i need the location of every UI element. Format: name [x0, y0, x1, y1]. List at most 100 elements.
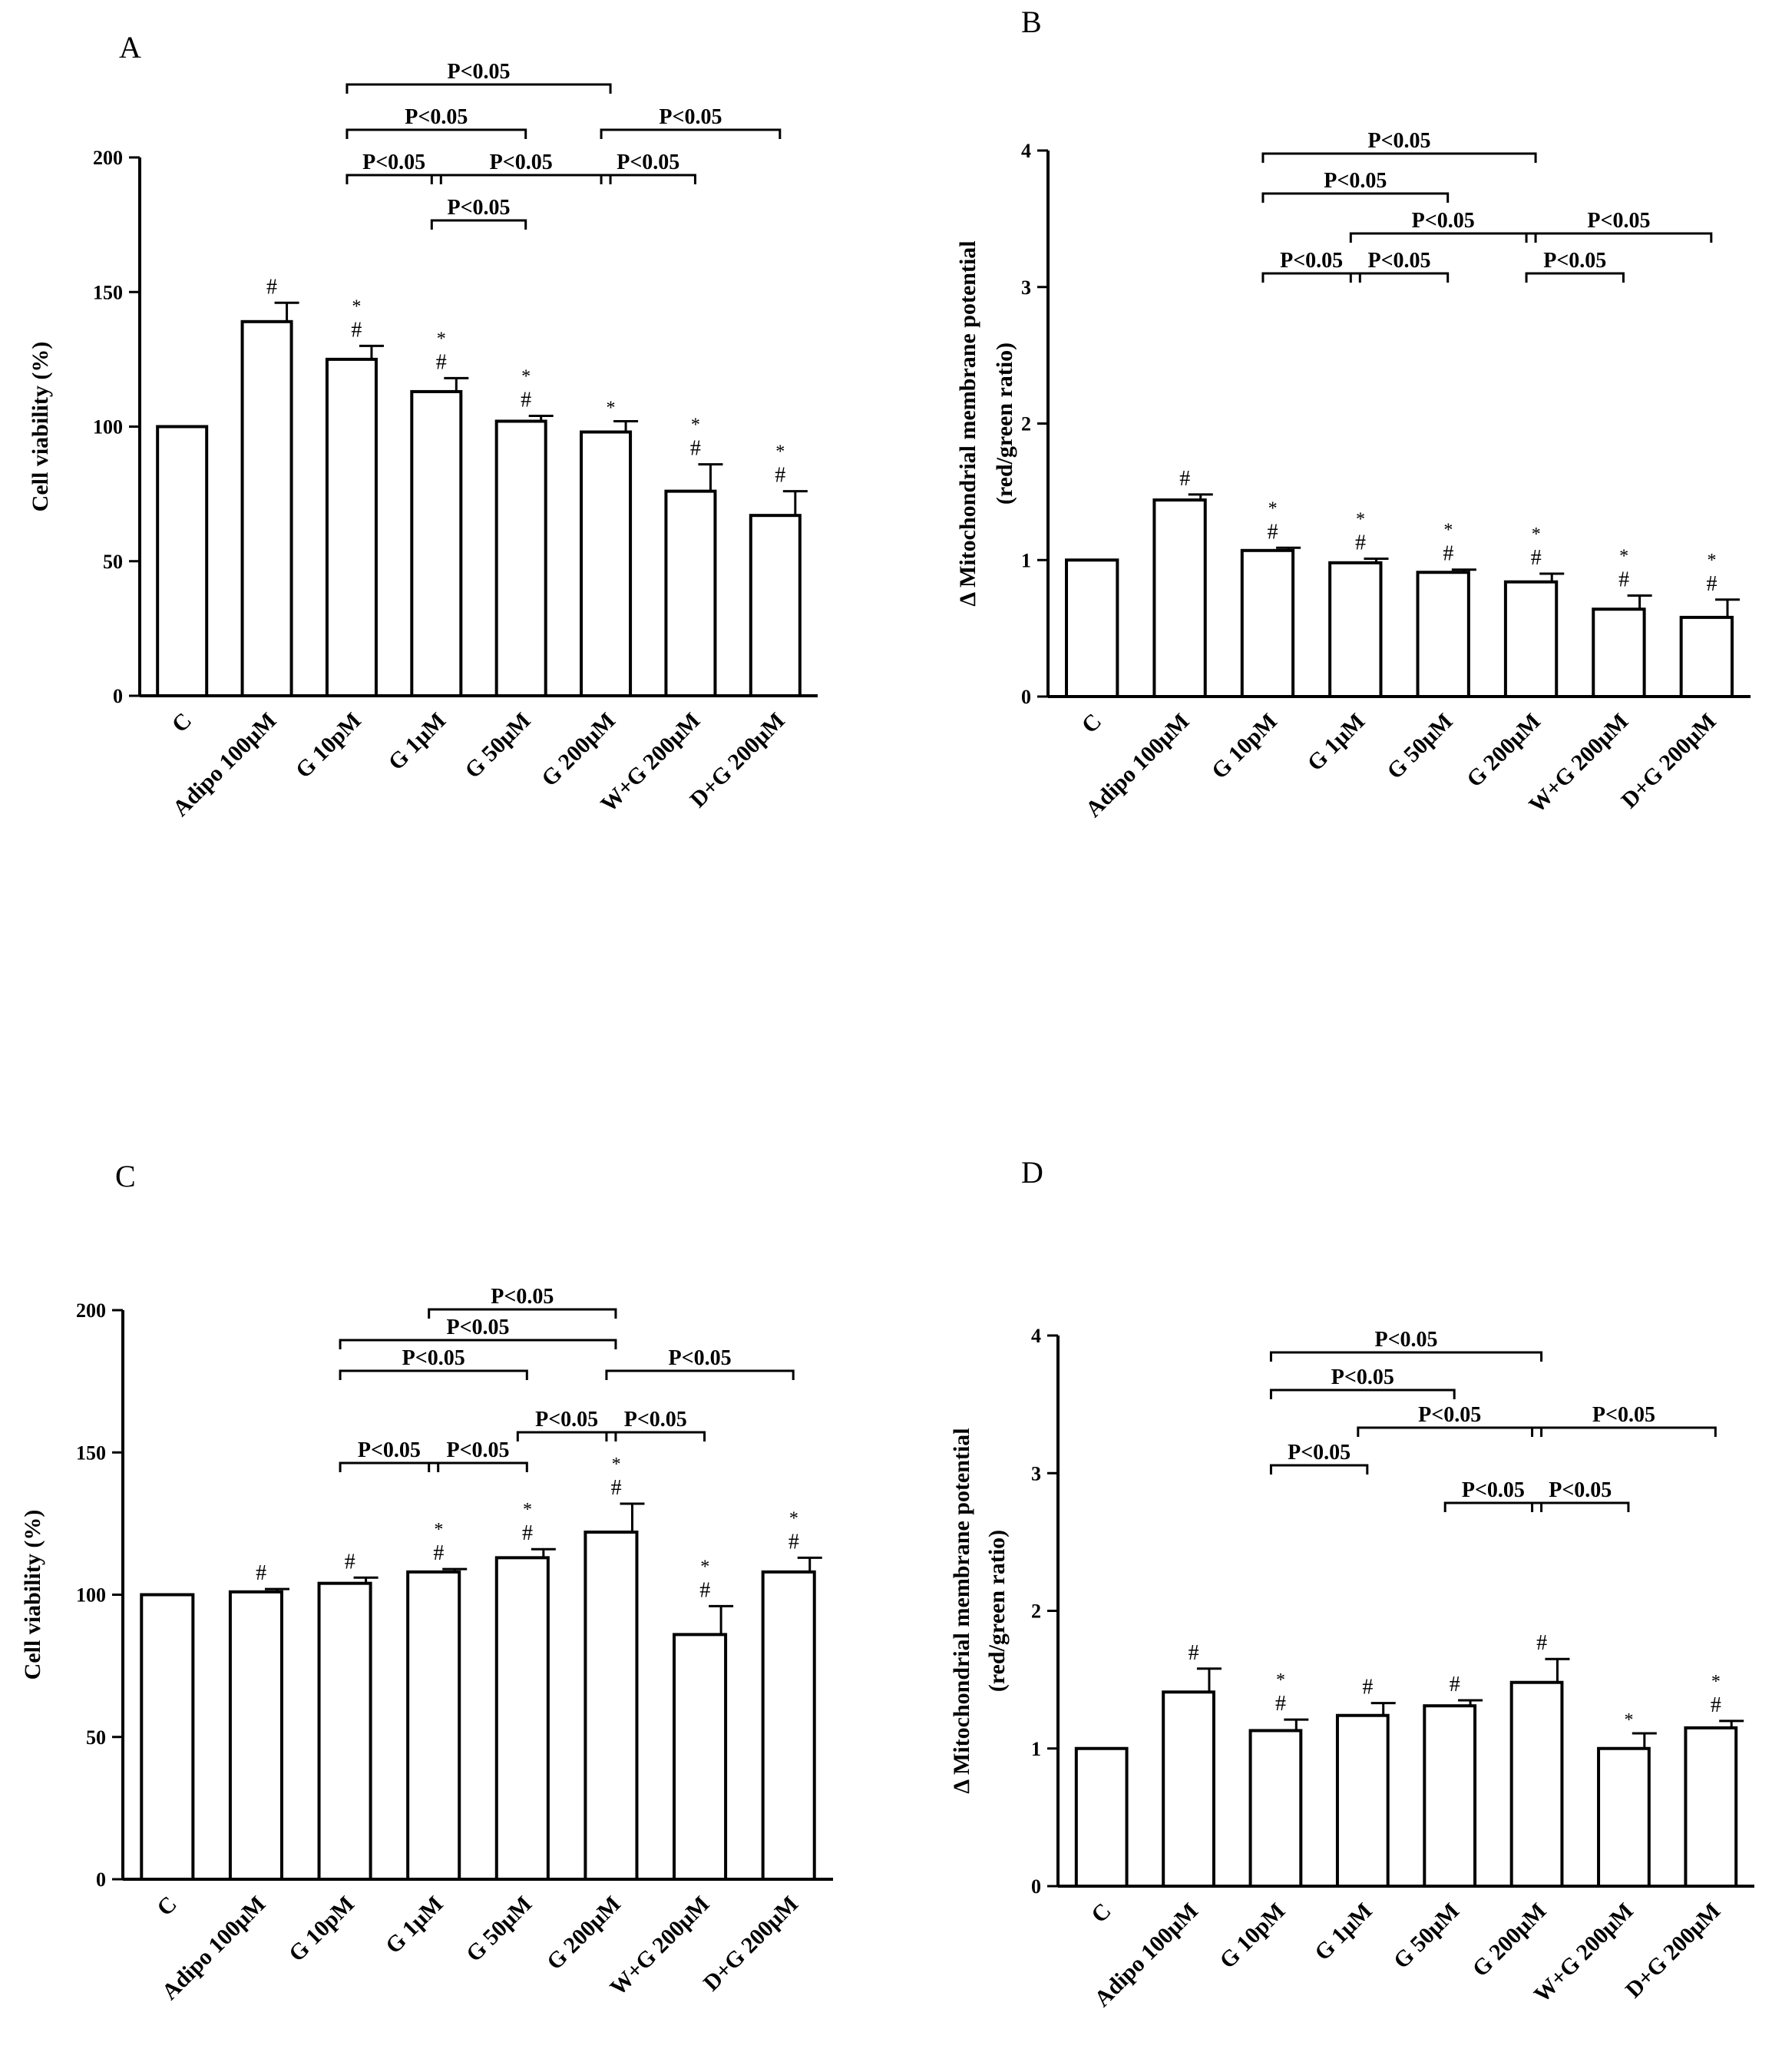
star-marker: * — [775, 442, 785, 462]
hash-marker: # — [1450, 1673, 1460, 1696]
x-tick-label: G 50μM — [1389, 1898, 1464, 1974]
significance-bracket — [430, 219, 527, 230]
bar — [1074, 1746, 1129, 1888]
significance-bracket — [1349, 272, 1450, 283]
x-tick-label: C — [1086, 1898, 1116, 1928]
x-tick-label: G 200μM — [1462, 709, 1546, 793]
star-marker: * — [1356, 509, 1365, 529]
significance-label: P<0.05 — [1462, 1478, 1525, 1502]
star-marker: * — [1707, 551, 1716, 571]
star-marker: * — [606, 398, 615, 418]
bar — [325, 357, 378, 697]
star-marker: * — [521, 366, 531, 386]
hash-marker: # — [1189, 1641, 1199, 1665]
bar — [1592, 607, 1646, 698]
x-tick-label: D+G 200μM — [1621, 1898, 1725, 2003]
y-axis-label: Cell viability (%) — [28, 342, 53, 512]
x-tick-label: G 10pM — [284, 1892, 359, 1967]
x-tick-label: G 200μM — [542, 1892, 626, 1975]
y-tick-label: 1 — [1021, 549, 1031, 571]
significance-bracket — [1269, 1389, 1456, 1399]
bar — [140, 1593, 195, 1881]
significance-label: P<0.05 — [1288, 1441, 1351, 1465]
star-marker: * — [1276, 1670, 1285, 1690]
bar — [1162, 1690, 1215, 1888]
bar — [673, 1633, 728, 1882]
y-axis-label-secondary: (red/green ratio) — [984, 1530, 1010, 1692]
y-tick-label: 2 — [1021, 413, 1031, 435]
y-tick-label: 50 — [86, 1726, 106, 1749]
y-tick-label: 100 — [76, 1584, 106, 1607]
significance-label: P<0.05 — [490, 151, 553, 174]
significance-bracket — [1261, 152, 1537, 163]
bar — [1248, 1729, 1303, 1888]
y-axis-label: Cell viability (%) — [20, 1510, 45, 1680]
panel-letter: B — [1021, 5, 1042, 39]
bar — [1679, 615, 1734, 699]
x-tick-label: G 1μM — [1310, 1898, 1377, 1966]
x-tick-label: G 1μM — [383, 708, 451, 776]
panel-d: D 0 1 2 3 4 Δ Mitochondrial membrane potential… — [949, 1155, 1754, 2012]
bar — [317, 1581, 372, 1881]
significance-label: P<0.05 — [1367, 249, 1430, 273]
x-tick-label: G 10pM — [1207, 709, 1282, 784]
significance-label: P<0.05 — [624, 1408, 687, 1432]
bar — [494, 1556, 550, 1881]
bar — [580, 430, 633, 697]
bar — [1509, 1680, 1564, 1888]
y-tick-label: 0 — [1021, 686, 1031, 708]
y-tick-label: 4 — [1031, 1325, 1041, 1347]
significance-bracket — [1531, 1426, 1717, 1437]
significance-bracket — [600, 174, 696, 184]
hash-marker: # — [1531, 546, 1542, 570]
bar — [406, 1570, 461, 1881]
star-marker: * — [1268, 498, 1278, 518]
star-marker: * — [437, 329, 446, 349]
panel-letter: D — [1021, 1155, 1043, 1190]
x-tick-label: G 1μM — [1302, 709, 1370, 776]
significance-label: P<0.05 — [1543, 249, 1606, 273]
bar — [664, 489, 717, 697]
hash-marker: # — [611, 1476, 622, 1500]
y-tick-label: 3 — [1021, 276, 1031, 299]
significance-bracket — [345, 128, 527, 139]
y-axis-label-secondary: (red/green ratio) — [992, 343, 1017, 505]
significance-bracket — [605, 1431, 706, 1441]
x-tick-label: G 200μM — [1467, 1898, 1551, 1982]
y-tick-label: 200 — [93, 147, 123, 169]
x-tick-label: G 50μM — [460, 708, 535, 783]
significance-label: P<0.05 — [446, 1316, 509, 1339]
significance-label: P<0.05 — [1418, 1403, 1481, 1427]
hash-marker: # — [345, 1550, 355, 1574]
significance-bracket — [1525, 272, 1625, 283]
significance-label: P<0.05 — [358, 1438, 421, 1462]
y-axis-label: Δ Mitochondrial membrane potential — [955, 240, 980, 606]
y-tick-label: 4 — [1021, 140, 1031, 162]
hash-marker: # — [522, 1521, 533, 1545]
significance-label: P<0.05 — [1412, 209, 1475, 233]
hash-marker: # — [1268, 520, 1278, 544]
hash-marker: # — [775, 464, 785, 488]
hash-marker: # — [789, 1530, 799, 1554]
x-tick-label: D+G 200μM — [699, 1892, 803, 1996]
x-tick-label: G 10pM — [291, 708, 366, 783]
bar — [228, 1590, 283, 1881]
star-marker: * — [1711, 1672, 1721, 1692]
hash-marker: # — [433, 1541, 444, 1565]
bar — [1503, 580, 1559, 698]
star-marker: * — [789, 1508, 798, 1528]
bar — [240, 319, 293, 697]
x-tick-label: C — [1076, 709, 1106, 739]
significance-bracket — [1349, 232, 1537, 243]
bar — [410, 389, 463, 697]
significance-bracket — [600, 128, 782, 139]
hash-marker: # — [690, 437, 701, 461]
significance-bracket — [339, 1461, 440, 1472]
y-tick-label: 2 — [1031, 1600, 1041, 1623]
star-marker: * — [691, 415, 700, 435]
y-tick-label: 100 — [93, 416, 123, 439]
bar — [1240, 548, 1295, 698]
bar — [584, 1530, 639, 1881]
